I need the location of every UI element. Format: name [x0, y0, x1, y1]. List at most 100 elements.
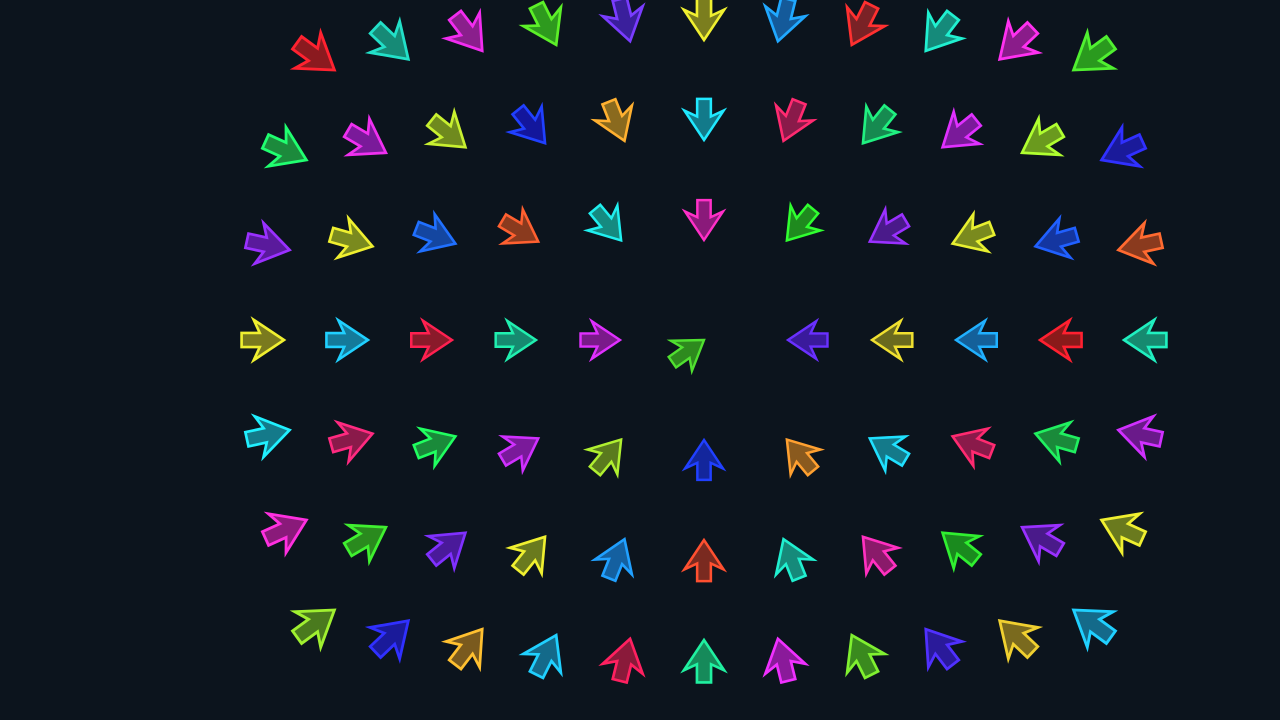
- arrow-shape: [680, 97, 728, 143]
- arrow-cursor-icon: [342, 523, 389, 567]
- arrow-cursor-icon: [325, 316, 371, 364]
- arrow-shape: [1019, 113, 1066, 157]
- arrow-shape: [327, 214, 375, 261]
- arrow-cursor-icon: [680, 637, 728, 684]
- arrow-shape: [1116, 218, 1165, 267]
- arrow-cursor-icon: [953, 317, 999, 363]
- arrow-shape: [518, 0, 563, 48]
- arrow-shape: [950, 209, 996, 254]
- arrow-shape: [940, 106, 985, 149]
- arrow-cursor-icon: [1116, 218, 1165, 267]
- arrow-cursor-icon: [681, 198, 727, 243]
- arrow-shape: [845, 0, 890, 48]
- arrow-cursor-icon: [681, 437, 727, 482]
- arrow-cursor-icon: [364, 16, 411, 61]
- arrow-cursor-icon: [845, 632, 890, 680]
- arrow-shape: [409, 317, 455, 363]
- arrow-shape: [582, 201, 623, 243]
- arrow-shape: [289, 27, 337, 72]
- arrow-shape: [785, 437, 826, 479]
- arrow-shape: [1033, 419, 1081, 466]
- arrow-cursor-icon: [785, 317, 829, 363]
- arrow-cursor-icon: [773, 97, 818, 143]
- arrow-shape: [762, 0, 810, 44]
- arrow-cursor-icon: [997, 16, 1044, 61]
- arrow-shape: [505, 534, 547, 579]
- arrow-cursor-icon: [924, 7, 968, 53]
- arrow-cursor-icon: [243, 413, 292, 462]
- arrow-cursor-icon: [497, 204, 541, 245]
- arrow-shape: [342, 523, 389, 567]
- arrow-shape: [598, 636, 646, 685]
- arrow-cursor-icon: [1071, 608, 1119, 653]
- arrow-cursor-icon: [590, 97, 635, 143]
- arrow-shape: [869, 317, 914, 363]
- arrow-shape: [497, 435, 541, 476]
- arrow-cursor-icon: [997, 619, 1044, 664]
- arrow-shape: [364, 619, 411, 664]
- arrow-shape: [260, 511, 309, 558]
- arrow-cursor-icon: [1121, 316, 1168, 364]
- arrow-shape: [497, 204, 541, 245]
- arrow-cursor-icon: [505, 101, 547, 146]
- arrow-shape: [681, 198, 727, 243]
- arrow-cursor-icon: [1033, 214, 1081, 261]
- arrow-shape: [924, 627, 968, 673]
- arrow-shape: [1033, 214, 1081, 261]
- arrow-cursor-icon: [342, 113, 389, 157]
- arrow-shape: [240, 316, 287, 364]
- arrow-shape: [598, 0, 646, 44]
- arrow-cursor-icon: [680, 97, 728, 143]
- arrow-shape: [680, 0, 728, 43]
- arrow-shape: [785, 317, 829, 363]
- arrow-shape: [773, 97, 818, 143]
- arrow-cursor-icon: [423, 531, 468, 574]
- arrow-shape: [440, 7, 484, 53]
- arrow-cursor-icon: [364, 619, 411, 664]
- arrow-cursor-icon: [940, 106, 985, 149]
- arrow-shape: [590, 537, 635, 583]
- arrow-cursor-icon: [861, 534, 903, 579]
- arrow-shape: [680, 637, 728, 684]
- arrow-cursor-icon: [924, 627, 968, 673]
- arrow-shape: [1071, 27, 1119, 72]
- arrow-shape: [243, 218, 292, 267]
- arrow-cursor-icon: [950, 426, 996, 471]
- arrow-cursor-icon: [327, 214, 375, 261]
- arrow-shape: [680, 537, 728, 583]
- arrow-cursor-icon: [869, 317, 914, 363]
- arrow-cursor-icon: [243, 218, 292, 267]
- arrow-shape: [1019, 523, 1066, 567]
- arrow-shape: [325, 316, 371, 364]
- arrow-shape: [582, 437, 623, 479]
- arrow-cursor-icon: [505, 534, 547, 579]
- arrow-cursor-icon: [680, 0, 728, 43]
- arrow-shape: [773, 537, 818, 583]
- arrow-cursor-icon: [1019, 113, 1066, 157]
- arrow-cursor-icon: [518, 0, 563, 48]
- arrow-cursor-icon: [1019, 523, 1066, 567]
- arrow-cursor-icon: [582, 201, 623, 243]
- arrow-cursor-icon: [260, 122, 309, 169]
- arrow-shape: [1071, 608, 1119, 653]
- arrow-cursor-icon: [497, 435, 541, 476]
- arrow-cursor-icon: [494, 317, 539, 363]
- arrow-shape: [666, 338, 706, 376]
- arrow-shape: [997, 16, 1044, 61]
- arrow-cursor-icon: [950, 209, 996, 254]
- arrow-shape: [494, 317, 539, 363]
- arrow-shape: [953, 317, 999, 363]
- arrow-cursor-icon: [680, 537, 728, 583]
- arrow-cursor-icon: [260, 511, 309, 558]
- arrow-shape: [1116, 413, 1165, 462]
- arrow-cursor-icon: [412, 209, 458, 254]
- arrow-cursor-icon: [289, 608, 337, 653]
- arrow-cursor-icon: [1037, 316, 1083, 364]
- arrow-shape: [289, 608, 337, 653]
- arrow-shape: [924, 7, 968, 53]
- arrow-shape: [867, 204, 911, 245]
- arrow-shape: [940, 531, 985, 574]
- arrow-cursor-icon: [423, 106, 468, 149]
- arrow-shape: [364, 16, 411, 61]
- arrow-cursor-icon: [867, 435, 911, 476]
